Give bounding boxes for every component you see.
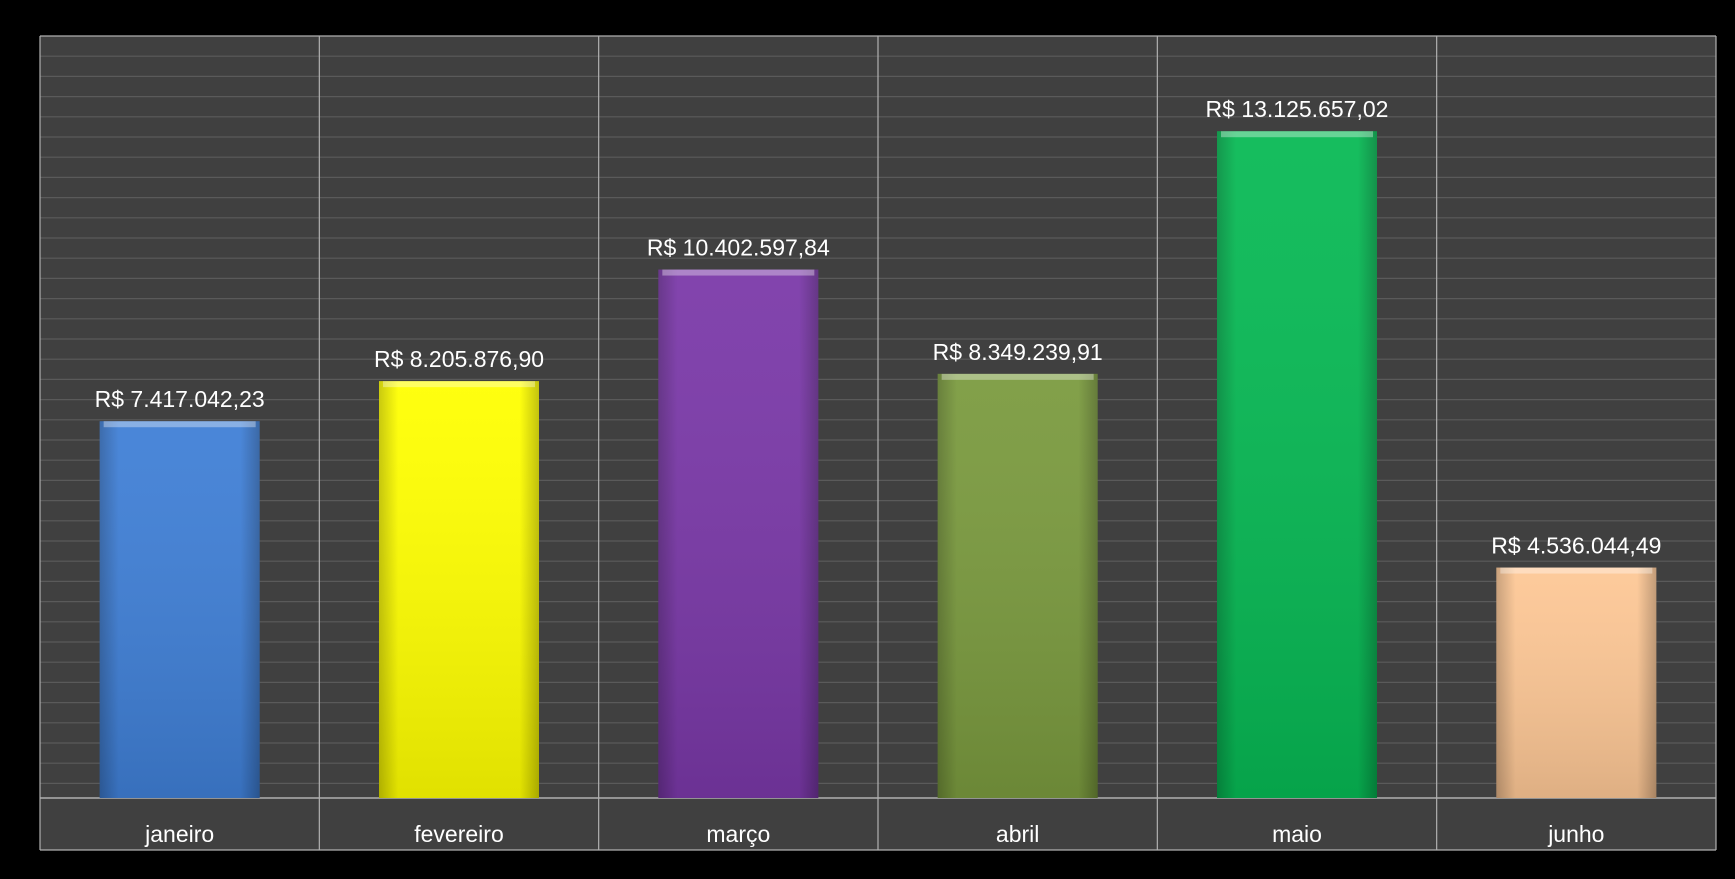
category-label: fevereiro: [414, 821, 503, 847]
bar-top-bevel: [1500, 567, 1653, 574]
bars-group: [99, 131, 1657, 799]
major-gridlines: [39, 35, 1717, 851]
bar-top-bevel: [103, 421, 256, 428]
value-label: R$ 10.402.597,84: [647, 235, 830, 261]
category-labels-group: janeiro fevereiro março abril maio junho: [144, 821, 1604, 847]
value-label: R$ 13.125.657,02: [1206, 96, 1389, 122]
bar-top-bevel: [662, 269, 815, 276]
bar-janeiro: [99, 421, 260, 798]
bar-vertical-shade: [99, 421, 260, 798]
bar-vertical-shade: [937, 373, 1098, 798]
value-label: R$ 8.205.876,90: [374, 346, 544, 372]
bar-abril: [937, 373, 1098, 798]
bar-top-bevel: [383, 381, 535, 388]
bar-março: [658, 269, 819, 798]
bar-top-bevel: [1221, 131, 1373, 138]
bar-maio: [1217, 131, 1377, 799]
bar-vertical-shade: [379, 381, 539, 798]
bar-fevereiro: [379, 381, 539, 798]
value-label: R$ 4.536.044,49: [1491, 533, 1661, 559]
category-label: maio: [1272, 821, 1322, 847]
category-label: março: [706, 821, 770, 847]
bar-vertical-shade: [658, 269, 819, 798]
category-label: janeiro: [144, 821, 214, 847]
value-label: R$ 8.349.239,91: [933, 339, 1103, 365]
value-labels-group: R$ 7.417.042,23 R$ 8.205.876,90 R$ 10.402.…: [95, 96, 1662, 558]
bar-junho: [1496, 567, 1657, 798]
value-label: R$ 7.417.042,23: [95, 386, 265, 412]
bar-vertical-shade: [1217, 131, 1377, 799]
bar-vertical-shade: [1496, 567, 1657, 798]
category-label: abril: [996, 821, 1039, 847]
category-label: junho: [1547, 821, 1604, 847]
bar-top-bevel: [941, 373, 1094, 380]
